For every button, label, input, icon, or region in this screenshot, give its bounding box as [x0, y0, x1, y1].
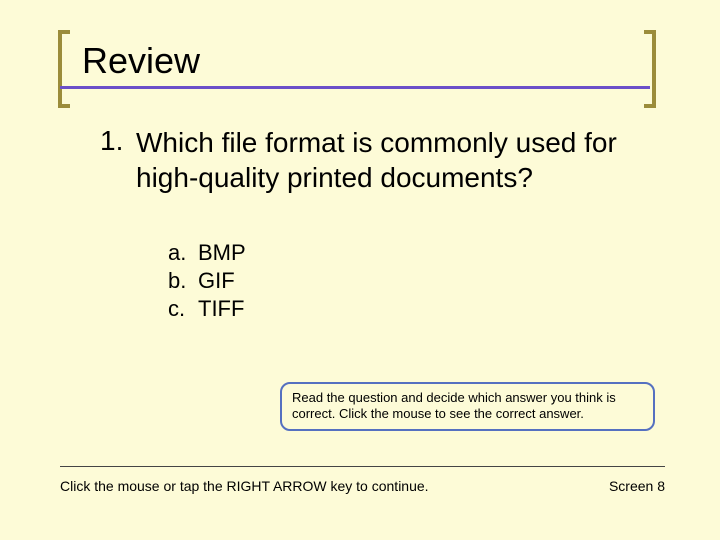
option-letter: c. — [168, 296, 198, 322]
question-text: Which file format is commonly used for h… — [136, 125, 650, 195]
question-number: 1. — [100, 125, 136, 195]
option-text: TIFF — [198, 296, 244, 322]
options-list: a. BMP b. GIF c. TIFF — [168, 240, 246, 324]
hint-box: Read the question and decide which answe… — [280, 382, 655, 431]
footer-divider — [60, 466, 665, 467]
option-text: GIF — [198, 268, 235, 294]
option-letter: a. — [168, 240, 198, 266]
question-block: 1. Which file format is commonly used fo… — [100, 125, 650, 195]
slide-title: Review — [60, 40, 650, 89]
option-row: c. TIFF — [168, 296, 246, 322]
title-container: Review — [60, 40, 660, 89]
option-letter: b. — [168, 268, 198, 294]
footer-screen-number: Screen 8 — [609, 478, 665, 494]
option-row: b. GIF — [168, 268, 246, 294]
footer-instruction: Click the mouse or tap the RIGHT ARROW k… — [60, 478, 429, 494]
option-text: BMP — [198, 240, 246, 266]
option-row: a. BMP — [168, 240, 246, 266]
